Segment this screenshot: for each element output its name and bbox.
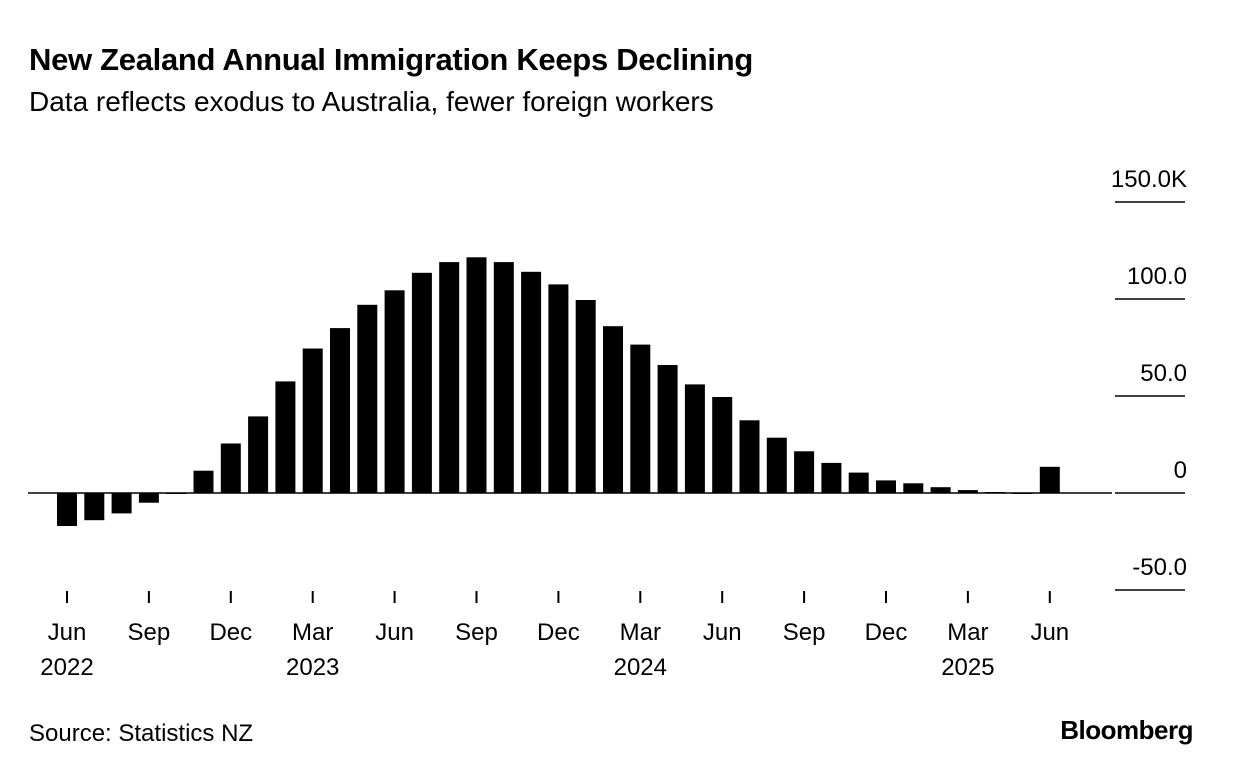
bar [739,420,760,494]
bar [521,271,542,493]
bar [248,416,269,493]
bar [193,470,214,493]
source-note: Source: Statistics NZ [29,720,254,747]
bloomberg-logo: Bloomberg [1060,715,1193,745]
x-tick-label: Sep [455,619,498,646]
x-tick-label: Jun [703,619,742,646]
x-tick-label: Sep [783,619,826,646]
y-tick-label: 50.0 [1140,360,1187,387]
bar [930,487,951,493]
bar [712,397,733,493]
y-tick-label: -50.0 [1132,554,1187,581]
bar [1039,466,1060,493]
x-year-label: 2022 [40,654,93,681]
x-tick-label: Dec [865,619,908,646]
bar [384,290,405,493]
x-tick-label: Jun [48,619,87,646]
x-tick-label: Jun [375,619,414,646]
bar [493,262,514,493]
bar [603,326,623,493]
bar [903,483,924,493]
bar [57,493,77,526]
bar [330,328,350,493]
bar [1012,493,1033,494]
bar [848,472,869,493]
bar [84,493,105,521]
bar [166,493,187,494]
bar [876,480,896,493]
x-tick-label: Dec [537,619,580,646]
bar [138,493,159,503]
x-tick-label: Mar [947,619,988,646]
bar [220,443,241,493]
bar [821,462,842,493]
bar-chart: 150.0K 100.0 50.0 0 -50.0 Jun 2022 Sep Dec Mar 202… [28,166,1187,681]
chart-title: New Zealand Annual Immigration Keeps Dec… [29,42,754,77]
bar [411,272,432,493]
y-tick-label: 100.0 [1127,263,1187,290]
bar [548,284,569,493]
x-tick-label: Sep [128,619,171,646]
x-year-label: 2023 [286,654,339,681]
bar [302,348,323,493]
y-tick-label: 0 [1174,457,1187,484]
bar [111,493,132,514]
x-tick-label: Jun [1030,619,1069,646]
bar [439,262,460,493]
x-tick-label: Mar [620,619,661,646]
bar [985,492,1006,493]
bar [466,257,487,493]
x-year-label: 2024 [614,654,667,681]
y-tick-label: 150.0K [1111,166,1187,193]
x-tick-label: Dec [209,619,252,646]
x-year-label: 2025 [941,654,994,681]
bar [357,304,378,493]
bar [657,365,678,493]
chart-subtitle: Data reflects exodus to Australia, fewer… [29,86,714,117]
x-tick-label: Mar [292,619,333,646]
bar [684,384,705,493]
bar [275,381,296,493]
bar [630,344,651,493]
bar [766,437,787,493]
bar [957,490,978,493]
bar [794,451,815,493]
bar [575,300,596,493]
